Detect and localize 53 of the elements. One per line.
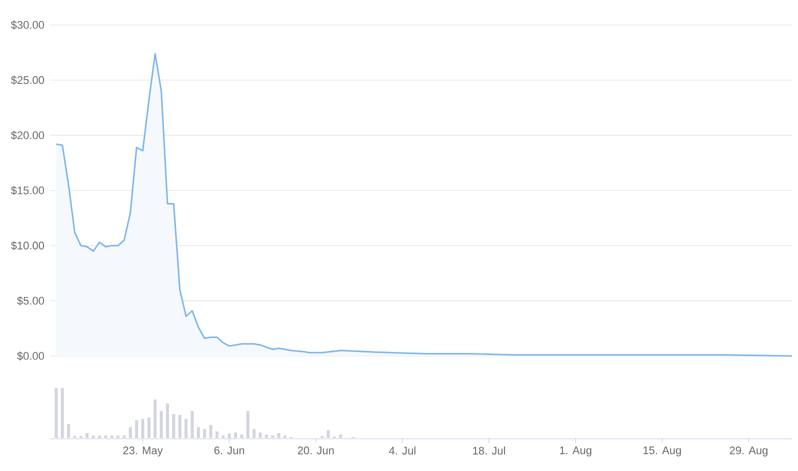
y-tick-label: $0.00: [17, 352, 44, 360]
x-tick-label: 18. Jul: [473, 446, 505, 455]
bar: [147, 417, 150, 438]
bar: [215, 431, 218, 438]
bar: [122, 435, 126, 438]
bar: [246, 410, 250, 438]
x-tick-label: 29. Aug: [730, 446, 768, 456]
y-tick-label: $30.00: [10, 20, 44, 30]
y-tick-label: $20.00: [10, 130, 44, 140]
bar: [116, 435, 120, 438]
bar: [326, 430, 330, 438]
bar: [184, 418, 188, 438]
bar: [240, 434, 244, 438]
x-tick-label: 6. Jun: [214, 446, 244, 454]
x-tick-label: 15. Aug: [644, 446, 681, 456]
bar: [104, 435, 108, 438]
bar: [172, 414, 176, 438]
bar: [339, 434, 342, 438]
x-tick-label: 1. Aug: [560, 446, 592, 456]
bar: [234, 432, 238, 438]
bar: [209, 424, 212, 438]
bar: [228, 433, 231, 438]
bar: [203, 428, 206, 438]
bar: [135, 420, 138, 438]
x-tick-label: 20. Jun: [298, 446, 334, 454]
bar: [252, 428, 256, 438]
bar: [190, 410, 194, 438]
bar: [277, 432, 280, 438]
bar: [67, 424, 70, 438]
y-tick-label: $25.00: [10, 76, 44, 85]
bar: [86, 432, 89, 438]
bar: [160, 410, 163, 438]
bar: [54, 388, 58, 438]
bar: [110, 435, 114, 438]
x-tick-label: 23. May: [123, 446, 163, 456]
bar: [128, 426, 132, 438]
bar: [264, 434, 268, 438]
bar: [154, 399, 157, 438]
bar: [166, 403, 169, 438]
bar: [258, 432, 262, 438]
bar: [98, 435, 101, 438]
bar: [283, 435, 286, 438]
x-tick-label: 4. Jul: [389, 446, 416, 455]
y-tick-label: $15.00: [10, 186, 44, 195]
y-tick-label: $10.00: [10, 241, 44, 250]
bar: [141, 418, 144, 438]
bar: [222, 435, 225, 438]
bar: [60, 388, 64, 438]
bar: [178, 414, 182, 438]
y-tick-label: $5.00: [17, 296, 44, 306]
bar: [196, 426, 200, 438]
bar: [271, 435, 274, 438]
bar: [92, 435, 95, 438]
